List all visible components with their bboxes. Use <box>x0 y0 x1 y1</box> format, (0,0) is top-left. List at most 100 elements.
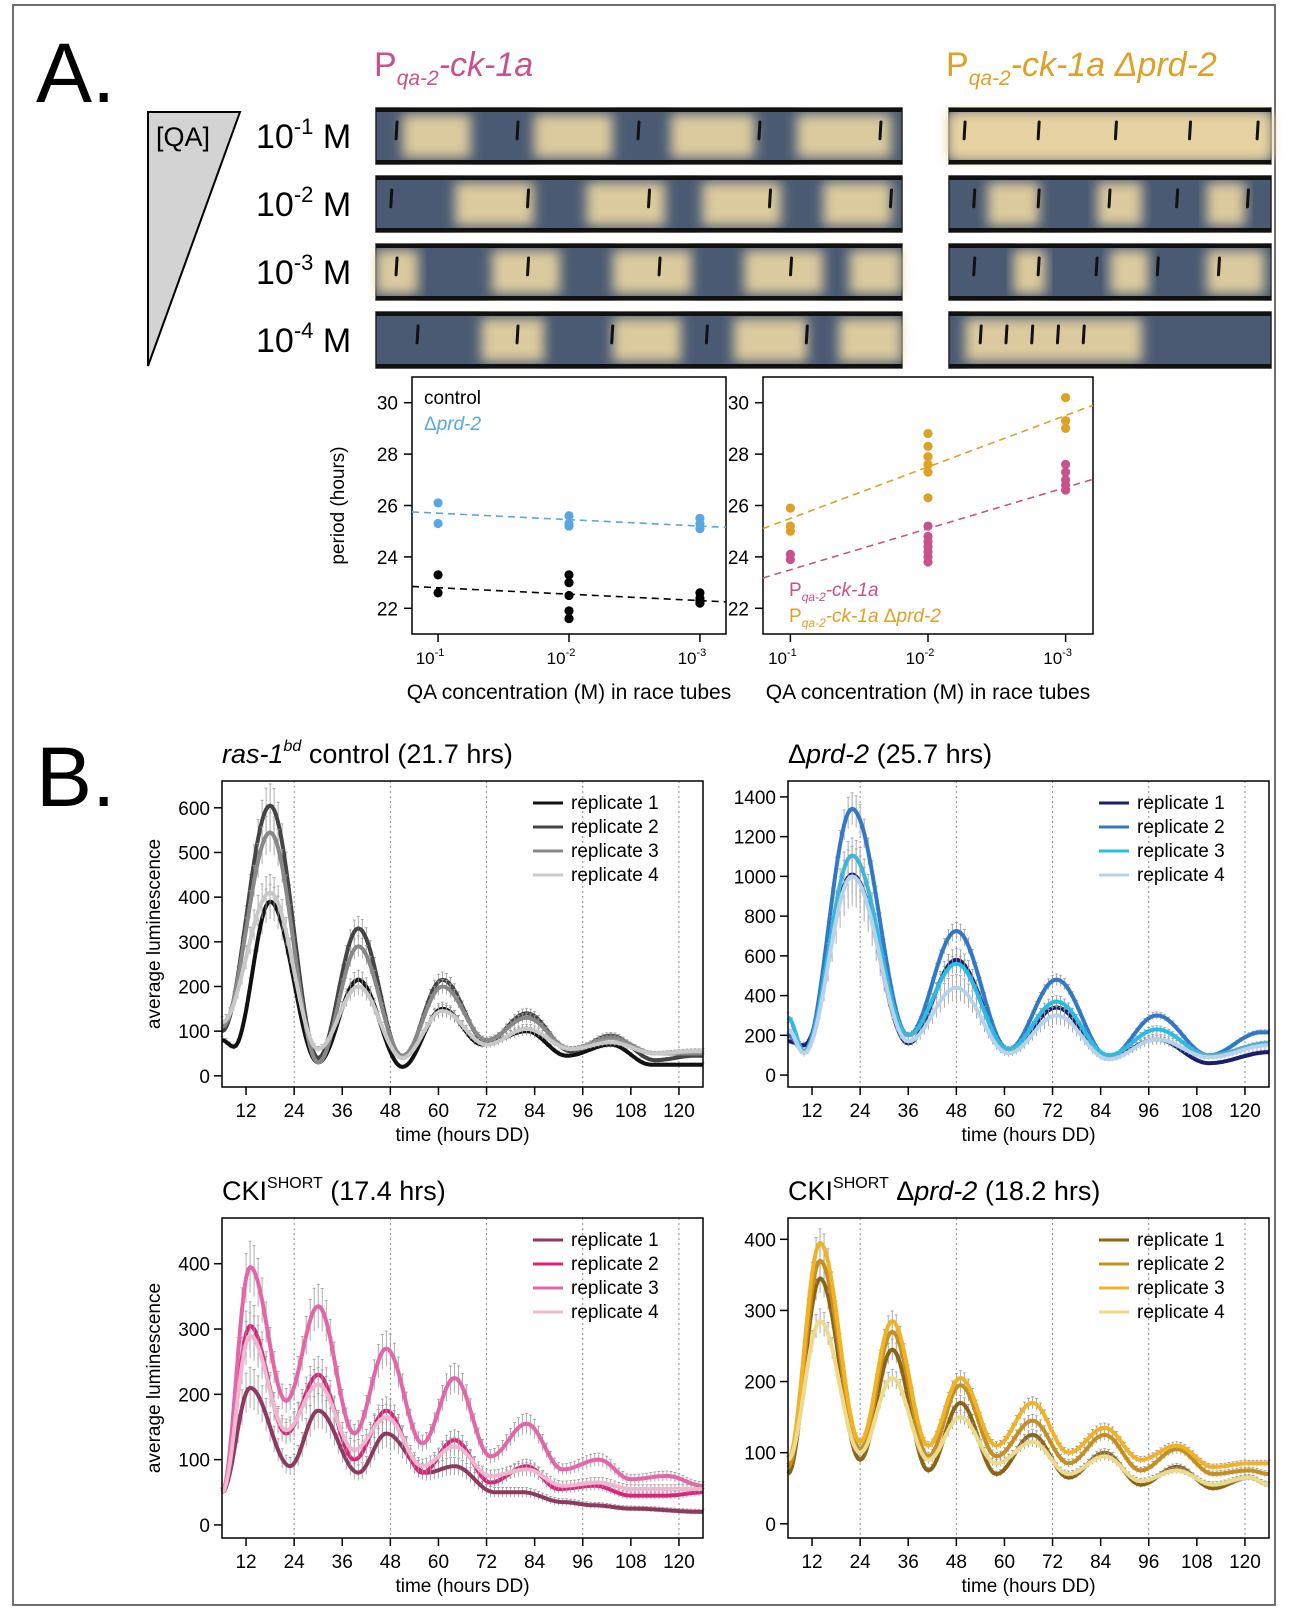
race-tube-ck-1a-prd-2 <box>948 175 1272 233</box>
conidiation-band <box>533 114 613 158</box>
y-tick-label: 1400 <box>734 788 776 809</box>
growth-front-mark <box>972 256 977 277</box>
conidiation-band <box>1097 182 1143 226</box>
growth-front-mark <box>1245 188 1250 209</box>
x-tick-label: 72 <box>1042 1101 1063 1122</box>
conidiation-band <box>1206 250 1265 294</box>
period-point <box>564 590 574 601</box>
conidiation-band <box>454 182 534 226</box>
growth-front-mark <box>972 188 977 209</box>
y-tick-label: 400 <box>178 1255 210 1276</box>
x-tick-label: 120 <box>663 1552 695 1573</box>
panel-a: A. Pqa-2-ck-1a Pqa-2-ck-1a Δprd-2[QA] 10-1 … <box>36 26 1272 704</box>
legend-label: replicate 1 <box>571 793 659 814</box>
period-point <box>785 554 795 565</box>
growth-front-mark <box>526 256 531 277</box>
growth-front-mark <box>1216 256 1221 277</box>
y-tick-label: 200 <box>178 977 210 998</box>
y-tick-label: 100 <box>178 1022 210 1043</box>
conidiation-band <box>586 182 666 226</box>
period-point <box>923 459 933 469</box>
period-point <box>1061 416 1071 426</box>
growth-front-mark <box>704 324 709 345</box>
y-axis-title: period (hours) <box>328 446 349 564</box>
period-point <box>564 521 574 531</box>
growth-front-mark <box>636 120 641 141</box>
growth-front-mark <box>1055 324 1060 345</box>
x-tick-label: 36 <box>898 1101 919 1122</box>
y-tick-label: 100 <box>178 1451 210 1472</box>
x-axis-title: QA concentration (M) in race tubes <box>407 681 732 704</box>
plot-frame <box>787 780 1270 1088</box>
x-axis-title: QA concentration (M) in race tubes <box>766 681 1091 704</box>
x-tick-label: 24 <box>284 1552 306 1573</box>
x-tick-label: 60 <box>428 1101 449 1122</box>
legend-label: replicate 1 <box>1137 793 1225 814</box>
y-tick-label: 600 <box>744 947 776 968</box>
y-tick-label: 200 <box>744 1026 776 1047</box>
x-tick-label: 84 <box>1090 1552 1112 1573</box>
conidiation-band <box>612 250 692 294</box>
y-tick-label: 1200 <box>734 828 776 849</box>
x-tick-label: 72 <box>476 1101 497 1122</box>
legend-entry: Δprd-2 <box>424 414 481 435</box>
y-tick-label: 500 <box>178 843 210 864</box>
growth-front-mark <box>526 188 531 209</box>
period-point <box>564 613 574 624</box>
y-tick-label: 0 <box>765 1066 776 1087</box>
period-point <box>564 570 574 580</box>
qa-gradient-wedge <box>147 111 242 367</box>
growth-front-mark <box>757 120 762 141</box>
x-tick-label: 96 <box>572 1101 593 1122</box>
x-tick-label: 48 <box>946 1552 967 1573</box>
conidiation-band <box>1013 250 1046 294</box>
x-axis-title: time (hours DD) <box>961 1125 1095 1146</box>
qa-concentration-label: 10-4 M <box>256 318 351 360</box>
period-point <box>433 570 443 580</box>
conidiation-band <box>796 114 892 158</box>
x-tick-label: 24 <box>850 1101 872 1122</box>
legend-label: replicate 4 <box>1137 1302 1225 1323</box>
x-tick-label: 10-2 <box>547 647 576 668</box>
race-tube-ck-1a-prd-2 <box>948 243 1272 301</box>
growth-front-mark <box>657 256 662 277</box>
x-tick-label: 120 <box>1229 1101 1261 1122</box>
growth-front-mark <box>1036 256 1041 277</box>
growth-front-mark <box>394 120 399 141</box>
y-tick-label: 800 <box>744 907 776 928</box>
race-tube-ck-1a <box>375 107 903 165</box>
conidiation-band <box>733 318 808 362</box>
x-tick-label: 96 <box>1138 1101 1159 1122</box>
x-tick-label: 84 <box>1090 1101 1112 1122</box>
legend-entry: Pqa-2-ck-1a <box>789 580 879 604</box>
qa-concentration-label: 10-2 M <box>256 182 351 224</box>
period-point <box>1061 459 1071 469</box>
figure-frame <box>12 4 1276 1606</box>
plot-title: CKISHORT Δprd-2 (18.2 hrs) <box>788 1175 1100 1206</box>
y-tick-label: 300 <box>178 933 210 954</box>
legend-label: replicate 1 <box>571 1230 659 1251</box>
x-tick-label: 10-3 <box>1043 647 1072 668</box>
x-tick-label: 36 <box>332 1101 353 1122</box>
growth-front-mark <box>1188 120 1192 141</box>
growth-front-mark <box>789 256 794 277</box>
race-tube-ck-1a <box>375 243 903 301</box>
conidiation-band <box>849 250 902 294</box>
period-point <box>1061 467 1071 477</box>
legend-entry: control <box>424 388 481 409</box>
growth-front-mark <box>610 324 615 345</box>
growth-front-mark <box>1036 120 1041 141</box>
period-point <box>564 511 574 521</box>
y-tick-label: 600 <box>178 799 210 820</box>
y-tick-label: 0 <box>765 1515 776 1536</box>
period-point <box>923 493 933 503</box>
growth-front-mark <box>415 324 420 345</box>
period-plot-1: 22 24 26 28 30 10-1 10-2 10-3 QA concentration (… <box>328 376 732 704</box>
strain-title-ck-1a: Pqa-2-ck-1a <box>374 46 533 90</box>
x-tick-label: 48 <box>946 1101 967 1122</box>
growth-front-mark <box>804 324 809 345</box>
growth-front-mark <box>962 120 967 141</box>
period-point <box>785 526 795 536</box>
x-tick-label: 108 <box>1181 1552 1213 1573</box>
race-tube-ck-1a-prd-2 <box>948 107 1272 165</box>
